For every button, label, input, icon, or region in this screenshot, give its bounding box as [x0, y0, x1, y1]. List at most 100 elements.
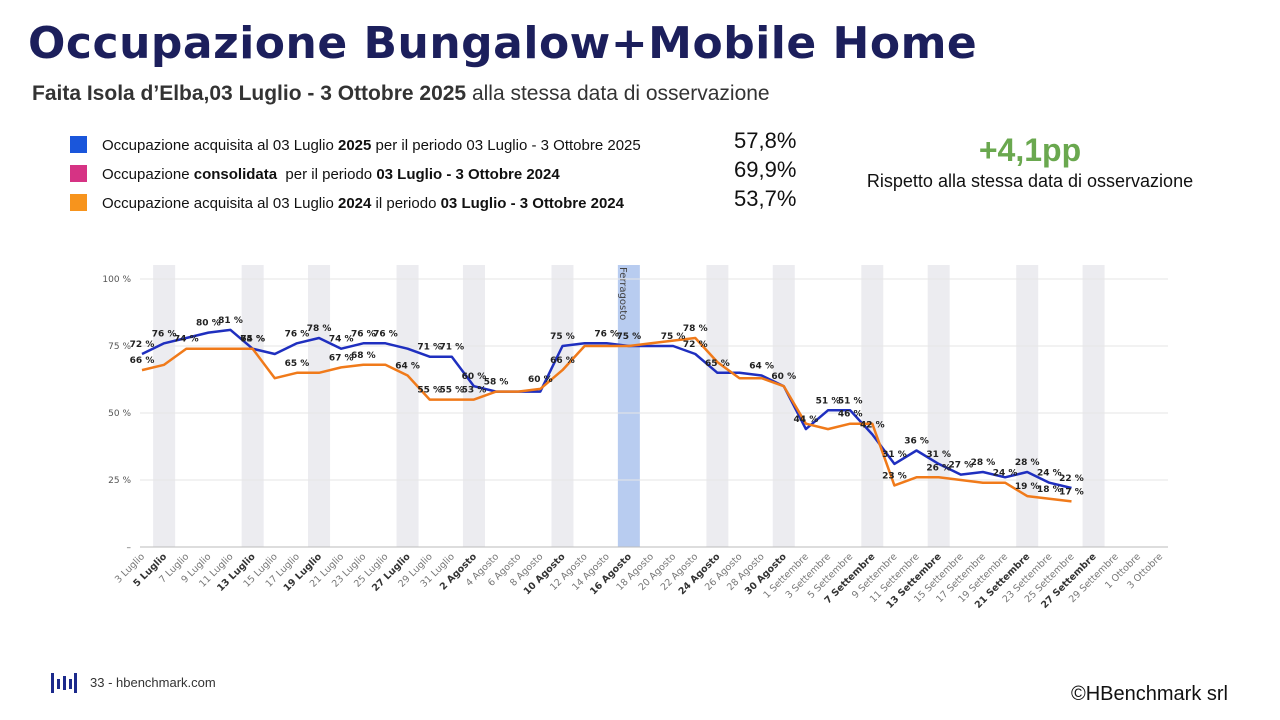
data-label: 76 % [285, 329, 310, 339]
legend-value: 69,9% [734, 157, 797, 182]
legend-text-part: Occupazione acquisita al 03 Luglio [102, 137, 338, 154]
ferragosto-band [617, 265, 640, 547]
data-label: 46 % [838, 410, 863, 420]
data-label: 76 % [594, 329, 619, 339]
data-label: 71 % [417, 343, 442, 353]
data-label: 65 % [705, 359, 730, 369]
data-label: 78 % [307, 324, 332, 334]
data-label: 31 % [882, 450, 907, 460]
legend-text-part: per il periodo 03 Luglio - 3 Ottobre 202… [371, 137, 641, 154]
title: Occupazione Bungalow+Mobile Home [28, 18, 978, 69]
series-line [141, 336, 1072, 503]
legend-swatch [70, 136, 87, 153]
legend-text-part: 2024 [338, 195, 372, 212]
data-label: 72 % [130, 340, 155, 350]
legend-text-part: consolidata [193, 166, 278, 183]
data-label: 42 % [860, 420, 885, 430]
weekend-band [462, 265, 485, 547]
delta-value: +4,1pp [978, 132, 1082, 168]
data-label: 51 % [838, 396, 863, 406]
data-label: 58 % [484, 378, 509, 388]
data-label: 28 % [1015, 458, 1040, 468]
logo [51, 673, 77, 693]
data-label: 60 % [771, 372, 796, 382]
data-label: 81 % [218, 316, 243, 326]
data-label: 67 % [329, 353, 354, 363]
data-label: 23 % [882, 471, 907, 481]
data-label: 76 % [351, 329, 376, 339]
subtitle-rest: alla stessa data di osservazione [466, 82, 770, 105]
data-label: 17 % [1059, 487, 1084, 497]
data-label: 74 % [329, 335, 354, 345]
data-label: 74 % [174, 335, 199, 345]
data-label: 68 % [351, 351, 376, 361]
y-tick-label: – [127, 543, 132, 553]
data-label: 71 % [439, 343, 464, 353]
data-label: 24 % [1037, 469, 1062, 479]
footer-copyright: ©HBenchmark srl [1071, 683, 1228, 705]
legend-swatch [70, 194, 87, 211]
weekend-band [308, 265, 331, 547]
subtitle-bold: Faita Isola d’Elba,03 Luglio - 3 Ottobre… [32, 82, 467, 105]
data-label: 72 % [683, 340, 708, 350]
data-label: 80 % [196, 319, 221, 329]
y-tick-label: 25 % [108, 476, 131, 486]
data-label: 36 % [904, 437, 929, 447]
legend-text: Occupazione acquisita al 03 Luglio 2024 … [102, 195, 624, 212]
y-tick-label: 50 % [108, 409, 131, 419]
footer-page: 33 - hbenchmark.com [90, 675, 216, 690]
delta-caption: Rispetto alla stessa data di osservazion… [866, 171, 1194, 191]
data-label: 66 % [550, 356, 575, 366]
y-tick-label: 75 % [108, 342, 131, 352]
y-tick-label: 100 % [102, 275, 131, 285]
data-label: 75 % [661, 332, 686, 342]
weekend-band [706, 265, 729, 547]
legend-text-part: 2025 [338, 137, 372, 154]
legend-text-part: il periodo [371, 195, 441, 212]
legend-text-part: per il periodo [277, 166, 377, 183]
legend-value: 53,7% [734, 186, 797, 211]
weekend-band [153, 265, 176, 547]
data-label: 60 % [462, 372, 487, 382]
data-label: 18 % [1037, 485, 1062, 495]
data-label: 31 % [926, 450, 951, 460]
data-label: 28 % [971, 458, 996, 468]
legend-text: Occupazione consolidata per il periodo 0… [102, 166, 560, 183]
weekend-band [927, 265, 950, 547]
data-label: 26 % [926, 463, 951, 473]
data-label: 55 % [439, 386, 464, 396]
data-label: 76 % [152, 329, 177, 339]
data-label: 64 % [395, 361, 420, 371]
data-label: 66 % [130, 356, 155, 366]
series-line [141, 328, 1072, 490]
legend-text-part: Occupazione [102, 166, 194, 183]
data-label: 22 % [1059, 474, 1084, 484]
data-label: 24 % [993, 469, 1018, 479]
data-label: 27 % [948, 461, 973, 471]
legend-text-part: Occupazione acquisita al 03 Luglio [102, 195, 338, 212]
data-label: 44 % [794, 415, 819, 425]
weekend-band [1016, 265, 1039, 547]
subtitle: Faita Isola d’Elba,03 Luglio - 3 Ottobre… [32, 82, 770, 106]
data-label: 19 % [1015, 482, 1040, 492]
weekend-band [1082, 265, 1105, 547]
data-label: 51 % [816, 396, 841, 406]
delta: +4,1pp Rispetto alla stessa data di osse… [842, 132, 1218, 192]
data-label: 74 % [240, 335, 265, 345]
data-label: 53 % [462, 386, 487, 396]
annotation: Ferragosto [617, 267, 628, 320]
data-label: 64 % [749, 361, 774, 371]
data-label: 65 % [285, 359, 310, 369]
weekend-band [396, 265, 419, 547]
data-label: 78 % [683, 324, 708, 334]
legend-text-part: 03 Luglio - 3 Ottobre 2024 [376, 166, 560, 183]
legend-text: Occupazione acquisita al 03 Luglio 2025 … [102, 137, 641, 154]
data-label: 75 % [617, 332, 642, 342]
weekend-band [551, 265, 574, 547]
data-label: 60 % [528, 375, 553, 385]
weekend-band [772, 265, 795, 547]
legend-text-part: 03 Luglio - 3 Ottobre 2024 [440, 195, 624, 212]
data-label: 55 % [417, 386, 442, 396]
